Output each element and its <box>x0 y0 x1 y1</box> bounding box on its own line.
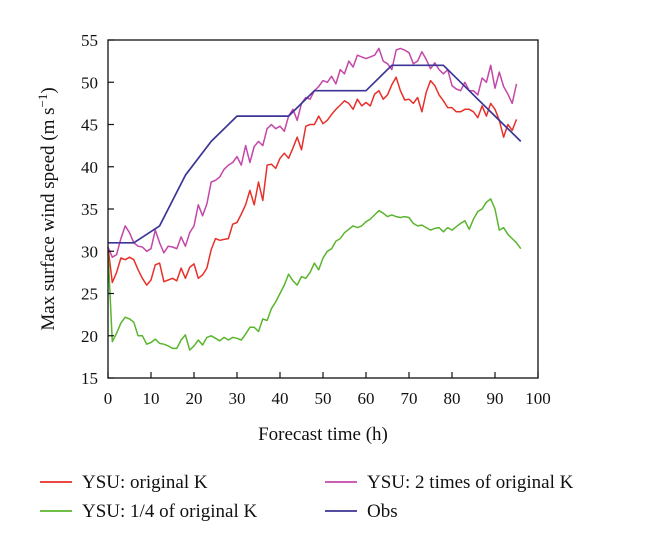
legend: YSU: original K YSU: 2 times of original … <box>40 472 574 522</box>
x-tick-label: 10 <box>143 389 160 408</box>
y-tick-label: 25 <box>81 285 98 304</box>
legend-label: YSU: original K <box>82 472 208 493</box>
y-tick-label: 35 <box>81 200 98 219</box>
y-tick-label: 20 <box>81 327 98 346</box>
y-axis-title-unit-exponent: −1 <box>35 94 50 108</box>
y-tick-label: 50 <box>81 73 98 92</box>
series-line-4 <box>108 64 522 244</box>
y-axis-title-main: Max surface wind speed (m s <box>38 107 59 330</box>
series-line-2 <box>107 47 518 258</box>
legend-label: YSU: 1/4 of original K <box>82 501 257 522</box>
y-tick-label: 45 <box>81 116 98 135</box>
x-axis-title: Forecast time (h) <box>258 424 388 445</box>
y-axis-ticks: 15 20 25 30 35 40 45 50 55 <box>81 31 114 388</box>
x-tick-label: 50 <box>315 389 332 408</box>
x-tick-label: 100 <box>525 389 551 408</box>
y-axis-title: Max surface wind speed (m s−1) <box>35 87 59 330</box>
x-tick-label: 80 <box>444 389 461 408</box>
x-tick-label: 90 <box>487 389 504 408</box>
y-tick-label: 15 <box>81 369 98 388</box>
series-line-3 <box>107 198 522 351</box>
series-line-1 <box>107 76 518 286</box>
x-tick-label: 30 <box>229 389 246 408</box>
x-axis-ticks: 0 10 20 30 40 50 60 70 80 90 100 <box>104 372 551 408</box>
x-tick-label: 60 <box>358 389 375 408</box>
x-tick-label: 70 <box>401 389 418 408</box>
x-tick-label: 0 <box>104 389 113 408</box>
y-tick-label: 40 <box>81 158 98 177</box>
legend-label: YSU: 2 times of original K <box>367 472 574 493</box>
series-layer <box>107 47 522 351</box>
legend-label: Obs <box>367 501 398 522</box>
x-tick-label: 20 <box>186 389 203 408</box>
y-axis-title-close: ) <box>38 87 59 93</box>
y-tick-label: 55 <box>81 31 98 50</box>
y-tick-label: 30 <box>81 242 98 261</box>
x-tick-label: 40 <box>272 389 289 408</box>
